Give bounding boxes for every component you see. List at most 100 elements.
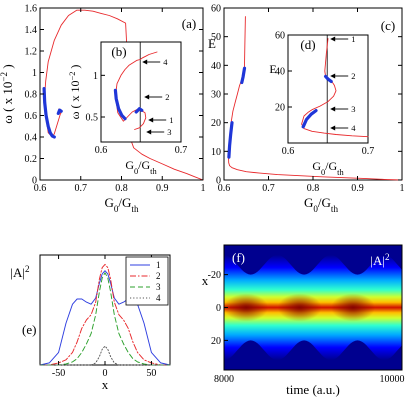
panel-d-background [288, 35, 368, 143]
panel-d-frame [287, 34, 369, 144]
panel-d-label: (d) [300, 37, 315, 52]
panel-c-ylabel: E [208, 36, 216, 51]
panel-e-xlabel: x [102, 377, 109, 392]
panel-d-annotation-3-label: 3 [351, 104, 355, 114]
panel-a-ytick-label: 0.2 [25, 154, 38, 165]
panel-b-curve [134, 107, 144, 114]
panel-a-ytick-label: 1.2 [25, 47, 38, 58]
panel-d-annotation-2-head [330, 73, 336, 79]
panel-b-annotation-1-head [148, 117, 154, 123]
panel-b-annotation-4-head [142, 59, 148, 65]
panel-e-legend-entry: 1 [156, 260, 161, 270]
panel-d-curve [301, 109, 318, 129]
panel-c-ytick-label: 40 [211, 61, 221, 72]
panel-f-peak-spot [277, 293, 322, 322]
panel-a-xtick-label: 0.6 [34, 183, 47, 194]
panel-b-ylabel: ω ( x 10−2 ) [68, 65, 83, 120]
panel-f-xlabel: time (a.u.) [286, 382, 340, 397]
panel-b-xtick-label: 0.7 [175, 145, 188, 156]
panel-e-series-3 [39, 272, 171, 366]
panel-d-ytick-label: 60 [275, 31, 285, 42]
panel-c-ytick-label: 0 [216, 176, 221, 187]
panel-a-xtick-label: 1 [201, 183, 206, 194]
panel-b-xlabel: G0/Gth [125, 158, 157, 176]
panel-f-xtick-label: 8000 [214, 374, 234, 385]
panel-c-ytick-label: 50 [211, 32, 221, 43]
panel-b-curve [113, 88, 127, 121]
panel-f-ytick-label: -20 [208, 270, 221, 281]
panel-e-ylabel: |A|2 [10, 264, 30, 280]
panel-c-curve [227, 121, 234, 159]
panel-f-label: (f) [232, 250, 245, 265]
panel-a-curve [42, 87, 56, 139]
panel-c-xlabel: G0/Gth [304, 195, 338, 214]
panel-a-xlabel: G0/Gth [104, 195, 138, 214]
panel-c-xtick-label: 0.6 [218, 183, 231, 194]
panel-e-legend-entry: 3 [156, 282, 161, 292]
panel-f-ytick-label: 0 [216, 303, 221, 314]
panel-f: -20 0 20 8000 10000 time (a.u.) x (f) |A|2 [202, 244, 405, 397]
panel-d-annotation-2-label: 2 [351, 71, 355, 81]
panel-b-inset: 0.6 0.7 0.5 1 G0/Gth ω ( x 10−2 ) (b) 4 2 1 3 [68, 41, 188, 176]
panel-d-annotation-4-label: 4 [351, 123, 356, 133]
panel-a-xtick-label: 0.7 [75, 183, 88, 194]
panel-e-legend-entry: 2 [156, 271, 161, 281]
panel-f-xtick-label: 10000 [380, 374, 405, 385]
panel-e-xtick-label: -50 [52, 368, 65, 379]
panel-c-xtick-label: 0.7 [262, 183, 275, 194]
panel-a-ylabel: ω ( x 10−2 ) [0, 64, 15, 123]
panel-b-xtick-label: 0.6 [95, 145, 108, 156]
panel-f-peak-spot [331, 293, 376, 322]
panel-f-heatmap [224, 245, 402, 370]
panel-f-title: |A|2 [370, 252, 390, 268]
panel-a-ytick-label: 0.4 [25, 133, 38, 144]
panel-a-xtick-label: 0.8 [115, 183, 128, 194]
panel-b-annotation-2-head [144, 94, 150, 100]
panel-c-ytick-label: 10 [211, 147, 221, 158]
panel-b-annotation-3-label: 3 [167, 127, 171, 137]
panel-c-ytick-label: 60 [211, 4, 221, 15]
panel-c-label: (c) [381, 18, 395, 33]
panel-b-ytick-label: 0.5 [86, 113, 99, 124]
panel-d-xtick-label: 0.6 [282, 146, 295, 157]
panel-d-ylabel: E [269, 62, 276, 76]
panel-f-peak-spot [224, 293, 269, 322]
panel-d-annotation-3-head [330, 106, 336, 112]
panel-b-annotation-2-label: 2 [165, 92, 169, 102]
panel-c-curve [240, 66, 247, 85]
panel-c-xtick-label: 0.9 [351, 183, 364, 194]
panel-a: 0.6 0.7 0.8 0.9 1 0 0.2 0.4 0.6 0.8 1 1.2 1.4 1.6 G0/G… [0, 4, 206, 215]
panel-e-series-4 [39, 345, 171, 366]
panel-b-frame [100, 41, 182, 143]
panel-e-series-2 [39, 263, 171, 366]
panel-d-inset: 0.6 0.7 20 40 60 G0/Gth E (d) 1 2 3 4 [269, 31, 374, 177]
panel-d-annotation-4-head [330, 125, 336, 131]
panel-d-xtick-label: 0.7 [362, 146, 375, 157]
panel-a-curve [56, 108, 63, 115]
panel-b-label: (b) [111, 44, 126, 59]
panel-d-annotation-1-label: 1 [351, 34, 355, 44]
panel-d-xlabel: G0/Gth [312, 159, 344, 177]
panel-c-ytick-label: 20 [211, 118, 221, 129]
panel-b-ytick-label: 1 [93, 71, 98, 82]
panel-a-ytick-label: 0.8 [25, 90, 38, 101]
panel-e-legend-entry: 4 [156, 293, 161, 303]
panel-f-ylabel: x [202, 273, 209, 288]
panel-a-xtick-label: 0.9 [156, 183, 169, 194]
panel-d-ytick-label: 20 [275, 103, 285, 114]
panel-e-xtick-label: 0 [103, 368, 108, 379]
panel-c-xtick-label: 1 [400, 183, 405, 194]
panel-c-xtick-label: 0.8 [307, 183, 320, 194]
panel-d-ytick-label: 40 [275, 67, 285, 78]
panel-d-curve [324, 74, 333, 83]
panel-d-annotation-1-head [330, 36, 336, 42]
panel-a-ytick-label: 0 [32, 176, 37, 187]
panel-e-label: (e) [22, 322, 36, 337]
panel-a-ytick-label: 1 [32, 68, 37, 79]
panel-a-ytick-label: 1.6 [25, 4, 38, 15]
panel-b-annotation-1-label: 1 [169, 115, 173, 125]
